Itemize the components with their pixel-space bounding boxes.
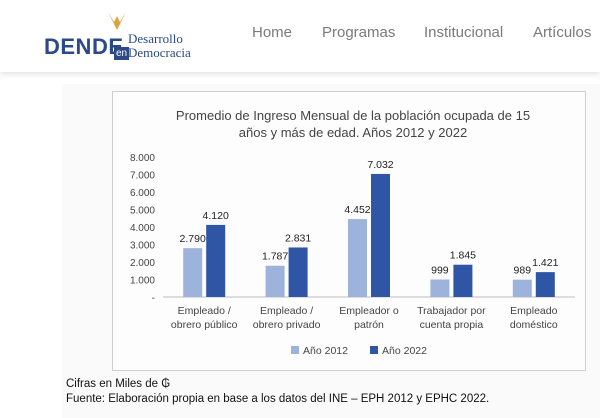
category-label: Empleado / bbox=[260, 305, 313, 317]
bar-2022 bbox=[535, 272, 555, 297]
category-label: Empleado bbox=[510, 305, 557, 317]
y-tick-label: 5.000 bbox=[130, 206, 155, 217]
chart-title-line2: años y más de edad. Años 2012 y 2022 bbox=[239, 125, 467, 140]
category-label: obrero público bbox=[171, 319, 238, 331]
y-tick-label: 8.000 bbox=[130, 153, 155, 164]
bar-2012 bbox=[348, 219, 367, 297]
y-tick-label: - bbox=[152, 293, 155, 304]
nav-programas[interactable]: Programas bbox=[322, 24, 396, 41]
nav-articulos[interactable]: Artículos bbox=[533, 24, 592, 41]
bar-2012 bbox=[430, 279, 450, 297]
bar-2022 bbox=[288, 247, 308, 297]
bar-2022 bbox=[206, 224, 226, 297]
bar-2012 bbox=[183, 248, 203, 297]
bar-value-label: 7.032 bbox=[367, 159, 393, 171]
legend-swatch-2012 bbox=[291, 346, 299, 354]
y-tick-label: 3.000 bbox=[130, 241, 155, 252]
legend-swatch-2022 bbox=[370, 346, 378, 354]
bar-value-label: 1.421 bbox=[532, 257, 558, 269]
bar-value-label: 989 bbox=[514, 265, 532, 277]
logo-dende: DENDE bbox=[44, 34, 124, 59]
bar-value-label: 999 bbox=[431, 265, 449, 277]
source-note: Fuente: Elaboración propia en base a los… bbox=[66, 393, 490, 405]
category-label: obrero privado bbox=[253, 319, 321, 331]
y-tick-label: 2.000 bbox=[130, 258, 155, 269]
site-logo[interactable]: DENDE en Desarrollo Democracia bbox=[44, 10, 214, 62]
bar-value-label: 2.831 bbox=[285, 232, 311, 244]
y-tick-label: 6.000 bbox=[130, 188, 155, 199]
units-note: Cifras en Miles de ₲ bbox=[66, 378, 171, 390]
category-label: Trabajador por bbox=[417, 305, 486, 317]
bar-value-label: 4.120 bbox=[203, 210, 229, 222]
y-tick-label: 1.000 bbox=[130, 276, 155, 287]
site-header: DENDE en Desarrollo Democracia Home Prog… bbox=[0, 0, 600, 72]
bar-value-label: 1.787 bbox=[262, 251, 288, 263]
logo-democracia: Democracia bbox=[128, 45, 191, 60]
bar-2022 bbox=[453, 264, 473, 297]
bar-2022 bbox=[371, 173, 390, 297]
category-label: Empleado / bbox=[178, 305, 231, 317]
category-label: cuenta propia bbox=[420, 319, 484, 331]
nav-institucional[interactable]: Institucional bbox=[424, 24, 504, 41]
y-tick-label: 4.000 bbox=[130, 223, 155, 234]
income-chart: Promedio de Ingreso Mensual de la poblac… bbox=[130, 108, 575, 357]
bar-value-label: 1.845 bbox=[450, 250, 476, 262]
category-label: doméstico bbox=[510, 319, 558, 331]
legend-label: Año 2022 bbox=[382, 345, 427, 357]
logo-crown-icon bbox=[108, 12, 126, 30]
logo-desarrollo: Desarrollo bbox=[128, 31, 183, 46]
bar-value-label: 2.790 bbox=[180, 233, 206, 245]
bar-2012 bbox=[265, 265, 285, 297]
category-label: Empleador o bbox=[339, 305, 399, 317]
logo-en: en bbox=[114, 47, 130, 60]
nav-home[interactable]: Home bbox=[252, 24, 293, 41]
category-label: patrón bbox=[354, 319, 384, 331]
legend-label: Año 2012 bbox=[303, 345, 348, 357]
bar-2012 bbox=[512, 279, 532, 297]
chart-title-line1: Promedio de Ingreso Mensual de la poblac… bbox=[176, 108, 530, 123]
y-tick-label: 7.000 bbox=[130, 171, 155, 182]
chart-frame: Promedio de Ingreso Mensual de la poblac… bbox=[112, 91, 586, 371]
bar-value-label: 4.452 bbox=[344, 204, 370, 216]
